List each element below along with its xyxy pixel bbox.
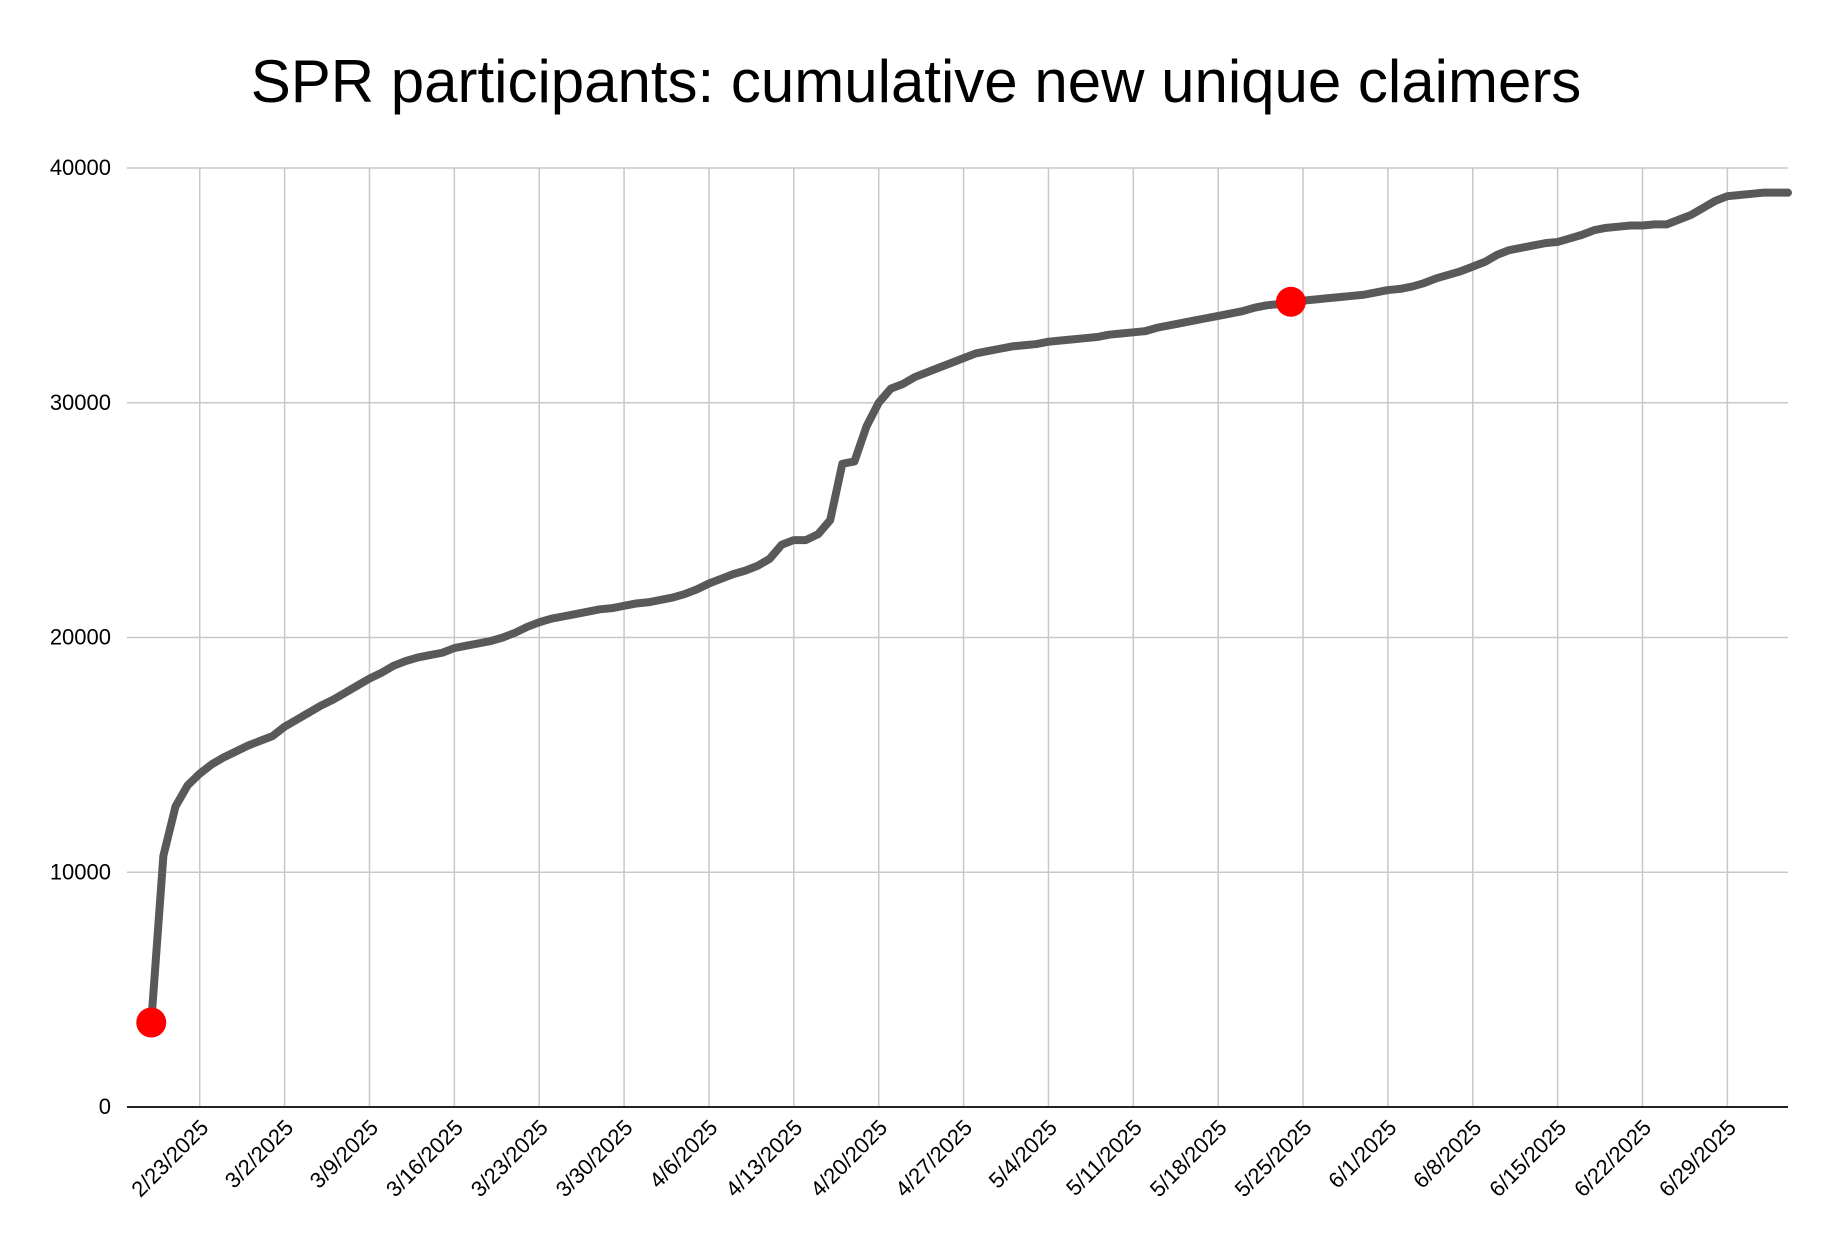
x-tick-label: 5/18/2025 bbox=[1145, 1115, 1232, 1202]
x-tick-label: 5/25/2025 bbox=[1230, 1115, 1317, 1202]
x-tick-label: 5/4/2025 bbox=[984, 1115, 1062, 1193]
x-tick-label: 3/9/2025 bbox=[305, 1115, 383, 1193]
series-line bbox=[147, 188, 1792, 1027]
series-layer bbox=[147, 188, 1792, 1027]
y-tick-label: 20000 bbox=[50, 625, 111, 650]
x-tick-labels: 2/23/2025 3/2/2025 3/9/20253/16/20253/23/2… bbox=[126, 1115, 1741, 1202]
x-tick-label: 5/11/2025 bbox=[1061, 1115, 1147, 1201]
y-tick-labels: 0 10000 20000 30000 40000 bbox=[50, 155, 111, 1119]
y-tick-label: 10000 bbox=[50, 859, 111, 884]
highlight-marker bbox=[136, 1007, 167, 1038]
marker-layer bbox=[136, 286, 1306, 1038]
x-tick-label: 3/30/2025 bbox=[551, 1115, 638, 1202]
x-tick-label: 4/20/2025 bbox=[805, 1115, 892, 1202]
x-tick-label: 6/1/2025 bbox=[1323, 1115, 1401, 1193]
x-tick-label: 4/13/2025 bbox=[720, 1115, 807, 1202]
x-tick-label: 6/22/2025 bbox=[1569, 1115, 1656, 1202]
x-tick-label: 6/8/2025 bbox=[1408, 1115, 1486, 1193]
y-tick-label: 40000 bbox=[50, 155, 111, 180]
x-tick-label: 3/2/2025 bbox=[220, 1115, 298, 1193]
chart-title: SPR participants: cumulative new unique … bbox=[250, 48, 1582, 115]
x-tick-label: 6/15/2025 bbox=[1484, 1115, 1571, 1202]
y-tick-label: 30000 bbox=[50, 390, 111, 415]
x-tick-label: 3/16/2025 bbox=[381, 1115, 468, 1202]
x-tick-label: 4/6/2025 bbox=[644, 1115, 722, 1193]
highlight-marker bbox=[1275, 286, 1306, 317]
x-tick-label: 2/23/2025 bbox=[126, 1115, 213, 1202]
x-tick-label: 3/23/2025 bbox=[466, 1115, 553, 1202]
y-tick-label: 0 bbox=[99, 1094, 111, 1119]
x-tick-label: 4/27/2025 bbox=[890, 1115, 977, 1202]
grid-layer bbox=[127, 167, 1788, 1107]
x-tick-label: 6/29/2025 bbox=[1654, 1115, 1741, 1202]
